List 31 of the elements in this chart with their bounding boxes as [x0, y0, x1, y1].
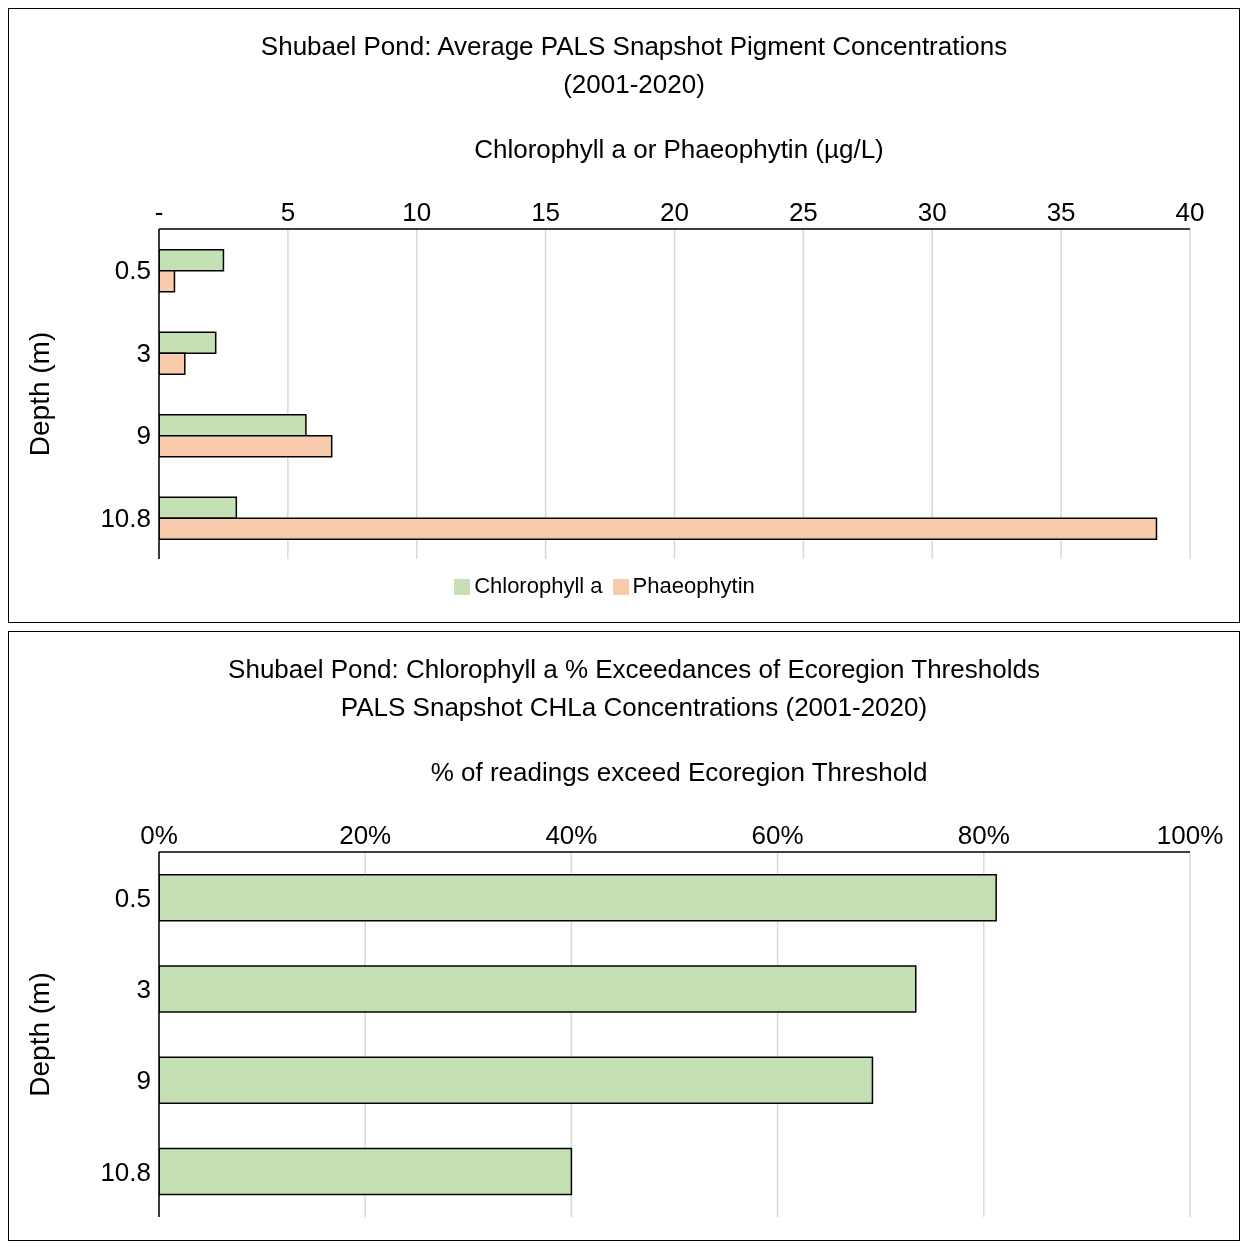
x-tick-label: 40% [545, 820, 598, 850]
x-tick-label: 0% [140, 820, 178, 850]
legend-label: Chlorophyll a [474, 573, 603, 598]
x-tick-label: 5 [280, 197, 296, 227]
x-axis-title: Chlorophyll a or Phaeophytin (µg/L) [473, 134, 885, 165]
x-tick-label: 30 [917, 197, 947, 227]
x-tick-label: 10 [402, 197, 432, 227]
x-tick-label: 20 [660, 197, 689, 227]
chart-title: Shubael Pond: Chlorophyll a % Exceedances of Ecoregion Thresholds PALS Snapshot CHLa Concentrations (2001-2020) [227, 653, 1041, 724]
y-tick-label: 0.5 [114, 255, 151, 286]
x-axis-title: % of readings exceed Ecoregion Threshold [429, 757, 929, 788]
x-tick-label: 60% [751, 820, 804, 850]
x-tick-label: 35 [1046, 197, 1076, 227]
legend-label: Phaeophytin [632, 573, 755, 598]
y-tick-label: 3 [136, 337, 151, 368]
x-tick-label: 40 [1175, 197, 1205, 227]
y-tick-label: 10.8 [100, 1156, 151, 1187]
x-tick-label: - [154, 197, 164, 227]
x-tick-label: 20% [339, 820, 392, 850]
x-tick-label: 80% [957, 820, 1010, 850]
y-tick-label: 3 [136, 974, 151, 1005]
x-tick-label: 100% [1156, 820, 1224, 850]
y-tick-label: 10.8 [100, 502, 151, 533]
y-tick-label: 9 [136, 1065, 151, 1096]
y-tick-label: 0.5 [114, 882, 151, 913]
y-axis-title: Depth (m) [23, 331, 55, 457]
y-axis-title: Depth (m) [23, 972, 55, 1097]
x-tick-label: 25 [788, 197, 818, 227]
y-tick-label: 9 [136, 420, 151, 451]
chart-title: Shubael Pond: Average PALS Snapshot Pigment Concentrations (2001-2020) [259, 30, 1009, 101]
x-tick-label: 15 [531, 197, 561, 227]
